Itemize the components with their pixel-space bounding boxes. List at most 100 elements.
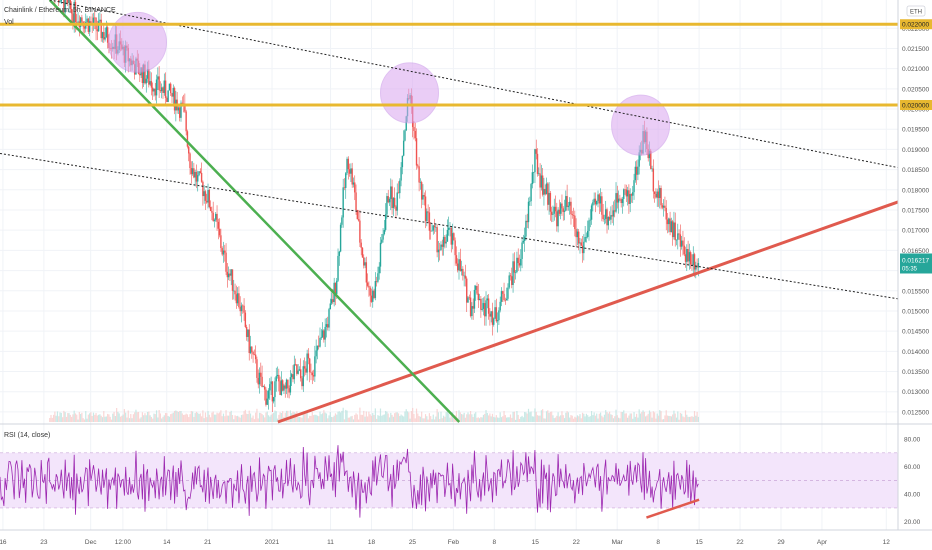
volume-bar [309, 415, 311, 422]
volume-bar [229, 411, 231, 422]
candle-body [427, 211, 429, 213]
volume-bar [248, 410, 250, 422]
candle-body [168, 83, 171, 91]
volume-bar [605, 410, 607, 422]
volume-bar [219, 412, 221, 422]
volume-bar [666, 415, 669, 422]
volume-bar [665, 410, 667, 422]
candle-body [302, 366, 304, 387]
candle-body [553, 206, 555, 214]
volume-bar [436, 408, 438, 422]
candle-body [552, 213, 554, 215]
candle-body [603, 218, 606, 220]
volume-bar [327, 418, 329, 422]
highlight-circle [611, 94, 671, 156]
volume-bar [338, 411, 340, 422]
candle-body [198, 171, 200, 176]
volume-bar [543, 418, 545, 422]
volume-bar [547, 410, 549, 422]
candle-body [671, 221, 674, 238]
volume-bar [422, 418, 424, 422]
candle-body [583, 241, 585, 254]
volume-bar [588, 416, 590, 422]
volume-bar [594, 415, 597, 422]
candle-body [287, 379, 289, 389]
candle-body [77, 21, 79, 23]
volume-label: Vol [4, 19, 14, 26]
candle-body [153, 88, 155, 92]
candle-body [86, 18, 88, 22]
rsi-tick-label: 20.00 [904, 519, 921, 526]
volume-bar [212, 411, 214, 422]
candle-body [597, 194, 599, 201]
volume-bar [379, 408, 382, 422]
volume-bar [424, 414, 427, 422]
candle-body [172, 87, 174, 97]
candle-body [448, 227, 450, 230]
volume-bar [512, 411, 514, 422]
volume-bar [198, 414, 200, 422]
highlight-circle [380, 62, 440, 124]
volume-bar [376, 418, 378, 422]
candle-body [292, 374, 294, 380]
candle-body [670, 221, 673, 233]
candle-body [194, 171, 196, 178]
volume-bar [61, 417, 64, 422]
candle-body [200, 172, 203, 182]
volume-bar [101, 417, 104, 422]
candle-body [145, 78, 147, 84]
candle-body [499, 301, 501, 311]
candle-body [520, 258, 522, 266]
volume-bar [328, 415, 330, 422]
volume-bar [51, 417, 53, 422]
volume-bar [300, 417, 302, 422]
candle-body [348, 169, 351, 174]
candle-body [612, 210, 615, 217]
volume-bar [278, 414, 280, 422]
candle-body [368, 285, 370, 288]
volume-bar [678, 419, 680, 422]
volume-bar [557, 412, 559, 422]
volume-bar [329, 412, 331, 422]
volume-bar [558, 416, 560, 422]
volume-bar [614, 416, 616, 422]
candle-body [689, 252, 692, 265]
volume-bar [616, 415, 618, 422]
candle-body [330, 299, 333, 304]
candle-body [589, 219, 591, 221]
candle-body [293, 364, 295, 380]
volume-bar [526, 413, 528, 422]
volume-bar [301, 417, 303, 422]
volume-bar [648, 410, 651, 422]
volume-bar [86, 418, 88, 422]
volume-bar [242, 414, 244, 422]
candle-body [632, 192, 634, 196]
candle-body [248, 329, 250, 354]
volume-bar [222, 413, 225, 422]
volume-bar [597, 418, 599, 422]
volume-bar [466, 414, 468, 422]
volume-bar [354, 414, 356, 422]
volume-bar [177, 411, 180, 422]
candle-body [99, 19, 101, 22]
candle-body [382, 233, 384, 240]
candle-body [319, 337, 321, 347]
candle-body [692, 254, 694, 266]
candle-body [543, 188, 545, 195]
candle-body [484, 303, 486, 317]
candle-body [404, 130, 406, 141]
candle-body [436, 227, 438, 253]
volume-bar [503, 410, 505, 422]
candle-body [269, 384, 271, 391]
candle-body [208, 189, 211, 207]
volume-bar [82, 418, 84, 422]
volume-bar [527, 408, 530, 422]
volume-bar [686, 414, 688, 422]
volume-bar [186, 414, 189, 422]
volume-bar [126, 417, 128, 422]
candle-body [688, 252, 691, 262]
candle-body [536, 153, 539, 174]
volume-bar [655, 418, 657, 422]
